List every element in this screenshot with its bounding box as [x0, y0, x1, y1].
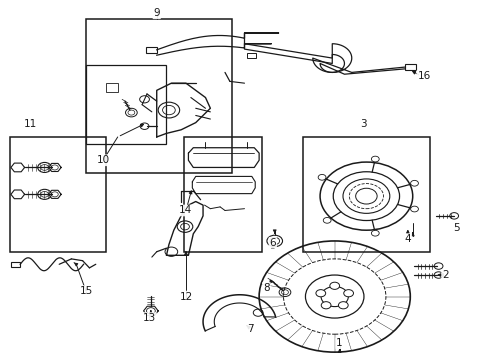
Circle shape — [370, 156, 378, 162]
Text: 14: 14 — [178, 206, 191, 216]
Text: 3: 3 — [360, 120, 366, 129]
Circle shape — [343, 290, 353, 297]
Bar — [86, 65, 166, 144]
Circle shape — [315, 290, 325, 297]
Bar — [11, 262, 20, 267]
Text: 12: 12 — [179, 292, 192, 302]
Circle shape — [321, 302, 330, 309]
Bar — [86, 19, 232, 173]
Text: 11: 11 — [23, 120, 37, 129]
Circle shape — [329, 282, 339, 289]
Circle shape — [318, 175, 325, 180]
Circle shape — [338, 302, 347, 309]
Text: 15: 15 — [79, 286, 92, 296]
Text: 9: 9 — [153, 8, 160, 18]
Bar — [105, 83, 118, 92]
Text: 5: 5 — [452, 224, 459, 233]
Bar — [146, 47, 157, 53]
Text: 8: 8 — [263, 283, 269, 293]
Text: 1: 1 — [336, 338, 342, 348]
Text: 2: 2 — [441, 270, 448, 280]
Text: 4: 4 — [404, 234, 410, 244]
Bar — [303, 137, 429, 252]
Text: 7: 7 — [246, 324, 253, 334]
Text: 16: 16 — [416, 71, 430, 81]
Circle shape — [323, 217, 330, 223]
Text: 10: 10 — [96, 155, 109, 165]
Bar — [10, 137, 105, 252]
Bar — [246, 53, 255, 58]
Text: 6: 6 — [269, 238, 276, 248]
Circle shape — [370, 230, 378, 236]
Bar — [183, 137, 261, 252]
Text: 13: 13 — [142, 313, 156, 323]
Circle shape — [410, 206, 418, 212]
Circle shape — [410, 180, 418, 186]
Bar — [405, 64, 415, 69]
